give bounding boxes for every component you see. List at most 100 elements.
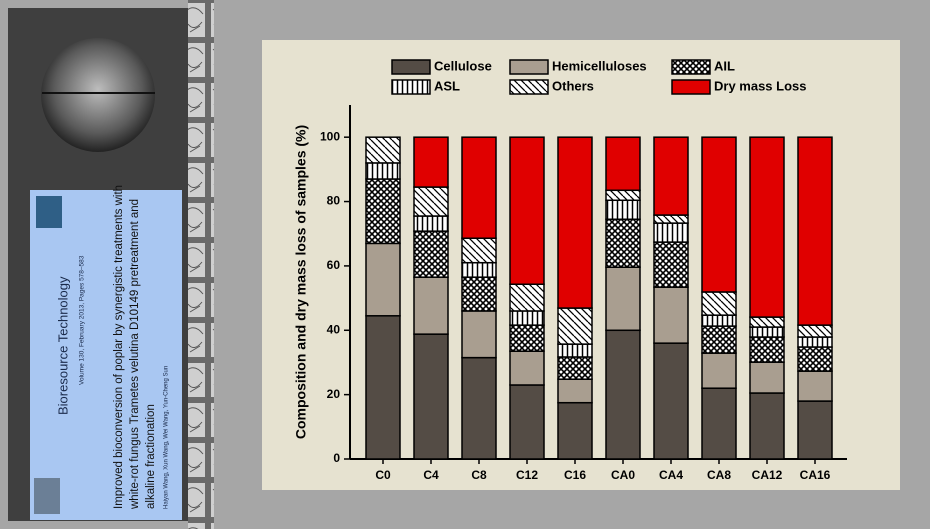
bar-segment (606, 267, 640, 330)
bar-segment (654, 287, 688, 343)
bar-segment (462, 277, 496, 311)
bar-segment (750, 137, 784, 317)
bar-segment (654, 137, 688, 215)
x-tick-label: CA8 (707, 468, 731, 482)
bar-segment (606, 190, 640, 200)
x-tick-label: CA12 (752, 468, 783, 482)
bar-segment (462, 238, 496, 262)
bar-segment (654, 343, 688, 459)
bar-segment (606, 219, 640, 267)
article-authors: Haiyan Wang, Xun Wang, Wei Wang, Yun-Che… (164, 366, 170, 509)
bar-segment (414, 277, 448, 334)
bar-segment (702, 292, 736, 315)
bar-segment (366, 316, 400, 459)
bar-segment (462, 137, 496, 238)
legend-swatch (392, 80, 430, 94)
bar-segment (510, 311, 544, 325)
bar-segment (798, 401, 832, 459)
cover-thumbnail (36, 196, 62, 228)
bar-segment (366, 243, 400, 315)
legend-label: AIL (714, 58, 735, 73)
article-title: white-rot fungus Trametes velutina D1014… (129, 199, 141, 510)
slide: Bioresource Technology Volume 130, Febru… (0, 0, 930, 529)
bar-segment (366, 163, 400, 179)
bar-segment (798, 325, 832, 337)
journal-volume: Volume 130, February 2013, Pages 578–583 (79, 255, 86, 385)
bar-segment (750, 337, 784, 362)
y-tick-label: 80 (327, 194, 341, 208)
bar-segment (558, 357, 592, 379)
cover-card (30, 190, 182, 520)
bar-segment (414, 231, 448, 277)
bar-segment (750, 327, 784, 337)
bar-segment (702, 137, 736, 292)
x-tick-label: C16 (564, 468, 586, 482)
bar-segment (702, 388, 736, 459)
bar-segment (702, 326, 736, 353)
bar-segment (414, 216, 448, 231)
bar-segment (510, 351, 544, 385)
x-tick-label: CA4 (659, 468, 683, 482)
x-tick-label: C8 (471, 468, 487, 482)
bar-segment (414, 334, 448, 459)
bar-segment (510, 385, 544, 459)
legend-swatch (672, 60, 710, 74)
bar-segment (510, 137, 544, 284)
y-tick-label: 100 (320, 129, 340, 143)
bar-segment (654, 242, 688, 287)
x-tick-label: C0 (375, 468, 391, 482)
bar-segment (750, 393, 784, 459)
article-title: alkaline fractionation (145, 404, 157, 509)
bar-segment (606, 200, 640, 219)
bar-segment (654, 215, 688, 223)
legend-swatch (510, 60, 548, 74)
bar-segment (798, 337, 832, 347)
legend-swatch (672, 80, 710, 94)
bar-segment (798, 371, 832, 401)
bar-segment (702, 315, 736, 326)
page: {"cover": {"journal": "Bioresource Techn… (0, 0, 930, 529)
bar-segment (510, 325, 544, 351)
cover-image (41, 38, 155, 152)
legend-label: Hemicelluloses (552, 58, 647, 73)
bar-segment (558, 403, 592, 459)
bar-segment (462, 358, 496, 459)
x-tick-label: CA0 (611, 468, 635, 482)
x-tick-label: C4 (423, 468, 439, 482)
legend-label: Dry mass Loss (714, 78, 807, 93)
y-tick-label: 40 (327, 322, 341, 336)
bar-segment (414, 137, 448, 187)
bar-segment (462, 263, 496, 277)
bar-segment (750, 362, 784, 393)
legend-label: Cellulose (434, 58, 492, 73)
bar-segment (606, 330, 640, 459)
x-tick-label: CA16 (800, 468, 831, 482)
bar-segment (558, 308, 592, 344)
y-axis-label: Composition and dry mass loss of samples… (293, 125, 309, 439)
y-tick-label: 20 (327, 387, 341, 401)
bar-segment (558, 379, 592, 402)
bar-segment (510, 284, 544, 311)
article-title: Improved bioconversion of poplar by syne… (113, 185, 125, 509)
bar-segment (798, 137, 832, 325)
bar-segment (558, 137, 592, 308)
legend-label: Others (552, 78, 594, 93)
legend-label: ASL (434, 78, 460, 93)
bar-segment (366, 137, 400, 163)
bar-segment (750, 317, 784, 327)
bar-segment (702, 353, 736, 388)
y-tick-label: 60 (327, 258, 341, 272)
film-strip (188, 0, 214, 529)
bar-segment (462, 311, 496, 358)
bar-segment (558, 344, 592, 357)
bar-segment (798, 347, 832, 371)
legend-swatch (392, 60, 430, 74)
x-tick-label: C12 (516, 468, 538, 482)
legend-swatch (510, 80, 548, 94)
publisher-logo (34, 478, 60, 514)
y-tick-label: 0 (333, 451, 340, 465)
bar-segment (414, 187, 448, 216)
bar-segment (366, 179, 400, 243)
bar-segment (654, 223, 688, 242)
bar-segment (606, 137, 640, 190)
